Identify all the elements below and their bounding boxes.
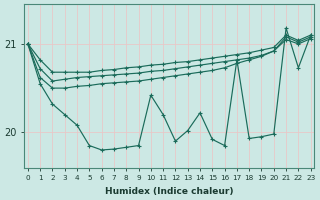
X-axis label: Humidex (Indice chaleur): Humidex (Indice chaleur) xyxy=(105,187,234,196)
